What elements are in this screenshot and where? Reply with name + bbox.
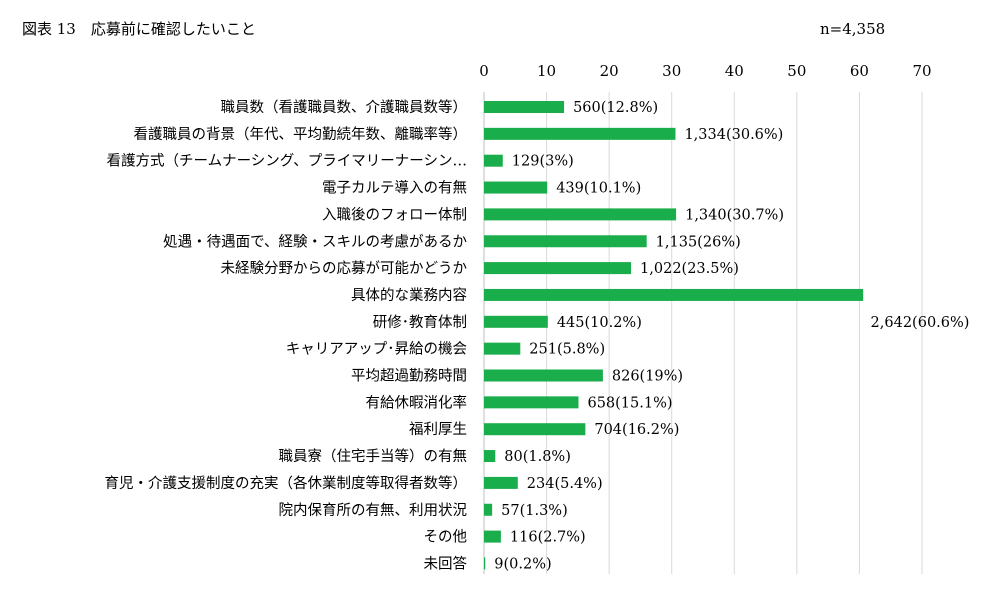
bar <box>484 557 486 570</box>
data-label: 129(3%) <box>512 154 574 170</box>
category-labels: 職員数（看護職員数、介護職員数等） 看護職員の背景（年代、平均勤続年数、離職率等）… <box>105 98 468 572</box>
data-label: 80(1.8%) <box>504 449 571 465</box>
bar <box>484 315 548 328</box>
data-labels: 560(12.8%) 1,334(30.6%) 129(3%) 439(10.1%) 1… <box>494 100 969 572</box>
category-label: 職員数（看護職員数、介護職員数等） <box>221 98 468 116</box>
data-label: 445(10.2%) <box>557 315 642 331</box>
data-label: 1,340(30.7%) <box>685 207 784 223</box>
category-label: 研修･教育体制 <box>373 314 467 331</box>
bar <box>484 154 503 167</box>
bar <box>484 127 676 140</box>
x-tick-label: 40 <box>725 62 744 80</box>
data-label: 2,642(60.6%) <box>871 315 970 331</box>
data-label: 1,135(26%) <box>656 234 741 250</box>
chart-title: 図表 13 応募前に確認したいこと <box>22 20 256 38</box>
x-tick-labels: 0 10 20 30 40 50 60 70 <box>479 62 931 80</box>
category-label: 処遇・待遇面で、経験・スキルの考慮があるか <box>163 233 467 250</box>
bar <box>484 503 493 516</box>
bar <box>484 342 521 355</box>
data-label: 439(10.1%) <box>556 181 641 197</box>
x-tick-label: 50 <box>787 62 806 80</box>
category-label: その他 <box>424 529 468 546</box>
category-label: 具体的な業務内容 <box>351 287 467 304</box>
category-label: 電子カルテ導入の有無 <box>322 180 467 197</box>
category-label: 未回答 <box>424 555 468 572</box>
sample-size-label: n=4,358 <box>820 20 885 38</box>
data-label: 251(5.8%) <box>529 342 605 358</box>
x-tick-label: 60 <box>850 62 869 80</box>
category-label: 職員寮（住宅手当等）の有無 <box>279 447 468 465</box>
bar <box>484 423 586 436</box>
bar <box>484 288 864 301</box>
category-label: 看護職員の背景（年代、平均勤続年数、離職率等） <box>134 125 468 143</box>
data-label: 116(2.7%) <box>510 530 586 546</box>
bar <box>484 208 677 221</box>
x-tick-label: 30 <box>662 62 681 80</box>
bar <box>484 181 548 194</box>
bar <box>484 262 632 275</box>
x-tick-label: 10 <box>537 62 556 80</box>
category-label: 院内保育所の有無、利用状況 <box>279 502 468 519</box>
data-label: 1,334(30.6%) <box>684 127 783 143</box>
category-label: 未経験分野からの応募が可能かどうか <box>221 260 468 277</box>
bar <box>484 396 579 409</box>
data-label: 1,022(23.5%) <box>640 261 739 277</box>
data-label: 9(0.2%) <box>494 556 551 572</box>
data-label: 658(15.1%) <box>587 395 672 411</box>
category-label: 福利厚生 <box>409 421 467 438</box>
x-tick-label: 70 <box>912 62 931 80</box>
data-label: 704(16.2%) <box>594 422 679 438</box>
x-tick-label: 20 <box>600 62 619 80</box>
grid-lines <box>546 92 923 574</box>
category-label: キャリアアップ･昇給の機会 <box>286 341 467 358</box>
category-label: 育児・介護支援制度の充実（各休業制度等取得者数等） <box>105 474 468 492</box>
data-label: 560(12.8%) <box>573 100 658 116</box>
category-label: 入職後のフォロー体制 <box>322 206 467 223</box>
category-label: 有給休暇消化率 <box>366 394 468 411</box>
x-tick-label: 0 <box>479 62 489 80</box>
bar <box>484 369 603 382</box>
bars <box>484 101 864 570</box>
bar <box>484 450 496 463</box>
bar <box>484 101 565 113</box>
bar <box>484 235 647 248</box>
bar <box>484 530 501 543</box>
category-label: 看護方式（チームナーシング、プライマリーナーシン… <box>107 153 467 170</box>
data-label: 57(1.3%) <box>501 503 568 519</box>
bar <box>484 476 518 489</box>
data-label: 234(5.4%) <box>527 476 603 492</box>
data-label: 826(19%) <box>612 369 683 385</box>
category-label: 平均超過勤務時間 <box>351 368 467 385</box>
